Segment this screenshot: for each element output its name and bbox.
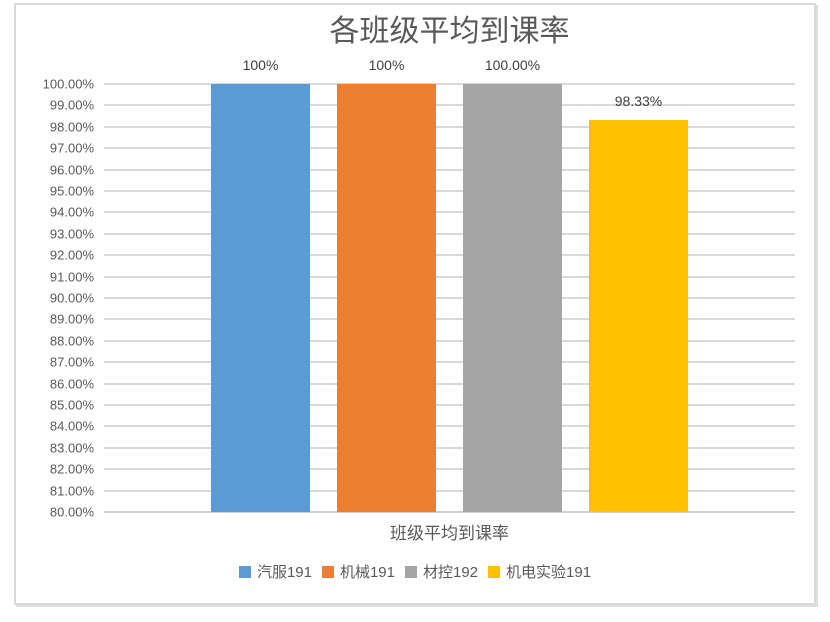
bar-value-label: 100% [368, 57, 405, 73]
legend-item: 汽服191 [238, 561, 312, 582]
gridline [104, 211, 795, 213]
y-axis-tick-label: 93.00% [49, 226, 94, 242]
bar-机电实验191 [589, 120, 688, 512]
bar-汽服191 [211, 84, 310, 512]
gridline [104, 361, 795, 363]
legend-swatch-icon [405, 565, 417, 578]
legend-item: 机械191 [321, 561, 395, 582]
y-axis-tick-label: 96.00% [49, 162, 94, 178]
chart-frame: 各班级平均到课率 100% 100% 100.00% 98.33% 100.00% 99… [14, 3, 816, 605]
y-axis-tick-label: 100.00% [42, 76, 94, 92]
y-axis-tick-label: 81.00% [49, 483, 94, 499]
y-axis-tick-label: 95.00% [49, 183, 94, 199]
y-axis-tick-label: 80.00% [49, 504, 94, 520]
x-axis-label: 班级平均到课率 [390, 524, 509, 543]
gridline [104, 233, 795, 235]
y-axis-tick-label: 83.00% [49, 440, 94, 456]
y-axis-tick-label: 86.00% [49, 376, 94, 392]
gridline [104, 425, 795, 427]
gridline [104, 383, 795, 385]
bar-机械191 [337, 84, 436, 512]
y-axis-tick-label: 82.00% [49, 461, 94, 477]
gridline [104, 318, 795, 320]
legend-item: 机电实验191 [488, 561, 591, 582]
gridline [104, 404, 795, 406]
gridline [104, 297, 795, 299]
gridline [104, 490, 795, 492]
legend-label: 机电实验191 [506, 564, 592, 581]
y-axis-tick-label: 92.00% [49, 247, 94, 263]
bar-value-label: 98.33% [614, 93, 663, 109]
y-axis-tick-label: 99.00% [49, 97, 94, 113]
chart-title: 各班级平均到课率 [329, 15, 570, 48]
gridline [104, 340, 795, 342]
y-axis-tick-label: 91.00% [49, 269, 94, 285]
y-axis-tick-label: 97.00% [49, 140, 94, 156]
gridline [104, 169, 795, 171]
y-axis-tick-label: 98.00% [49, 119, 94, 135]
y-axis-tick-label: 87.00% [49, 354, 94, 370]
gridline [104, 447, 795, 449]
y-axis-tick-label: 89.00% [49, 311, 94, 327]
y-axis-tick-label: 94.00% [49, 204, 94, 220]
gridline [104, 126, 795, 128]
legend-label: 材控192 [423, 564, 479, 581]
bar-value-label: 100.00% [484, 57, 541, 73]
legend-item: 材控192 [405, 561, 478, 582]
gridline [104, 190, 795, 192]
bar-value-label: 100% [242, 57, 279, 73]
y-axis-tick-label: 88.00% [49, 333, 94, 349]
legend-label: 机械191 [339, 564, 395, 581]
plot-area: 100% 100% 100.00% 98.33% [104, 57, 795, 513]
legend: 汽服191 机械191 材控192 机电实验191 [16, 561, 814, 582]
gridline [104, 276, 795, 278]
gridline [104, 468, 795, 470]
gridline [104, 104, 795, 106]
y-axis-tick-label: 90.00% [49, 290, 94, 306]
bar-材控192 [463, 84, 562, 512]
legend-swatch-icon [488, 565, 501, 578]
legend-swatch-icon [321, 565, 334, 578]
gridline [104, 511, 795, 513]
gridline [104, 147, 795, 149]
legend-swatch-icon [238, 565, 251, 578]
gridline [104, 254, 795, 256]
y-axis-tick-label: 85.00% [49, 397, 94, 413]
y-axis-labels: 100.00% 99.00% 98.00% 97.00% 96.00% 95.00% 94.… [16, 5, 94, 603]
gridline [104, 83, 795, 85]
y-axis-tick-label: 84.00% [49, 418, 94, 434]
legend-label: 汽服191 [256, 564, 312, 581]
